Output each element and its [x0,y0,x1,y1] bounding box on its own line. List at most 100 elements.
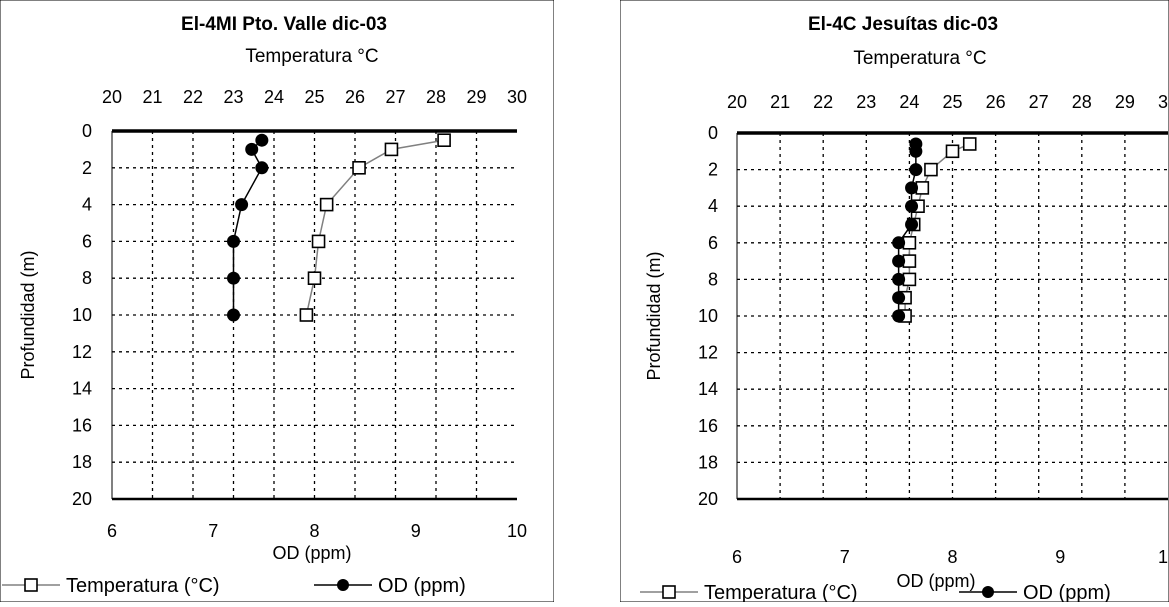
chart-2-y-tick-label: 14 [698,379,718,399]
chart-1-od-point [227,234,240,248]
chart-2-y-axis-label: Profundidad (m) [644,251,664,380]
chart-2-y-tick-label: 16 [698,416,718,436]
chart-2-temperature-point [902,272,917,287]
chart-1-top-tick-label: 25 [304,87,324,107]
chart-2-y-tick-label: 18 [698,452,718,472]
chart-1-temperature-point [384,142,399,157]
chart-2-bottom-tick-label: 9 [1055,547,1065,567]
chart-2-y-tick-label: 10 [698,306,718,326]
chart-1-title: El-4MI Pto. Valle dic-03 [181,14,387,35]
chart-2-od-point [905,181,919,195]
chart-1-top-axis-label: Temperatura °C [245,46,378,67]
chart-1-y-tick-label: 0 [82,121,92,141]
chart-1-top-tick-label: 29 [466,87,486,107]
chart-1-temperature-point [352,161,366,175]
chart-2-temperature-point [924,162,938,177]
legend-1-temperature-label: Temperatura (°C) [66,575,220,597]
chart-1-y-tick-label: 8 [82,268,92,288]
chart-1-frame [0,0,555,603]
chart-1-temperature-point [307,271,322,286]
chart-2-y-tick-label: 4 [708,196,718,216]
chart-2-y-tick-label: 6 [708,233,718,253]
chart-1-top-tick-label: 20 [102,87,122,107]
chart-1-top-tick-label: 24 [264,87,284,107]
chart-1: El-4MI Pto. Valle dic-03 Temperatura °C … [0,0,555,603]
chart-1-top-tick-label: 27 [385,87,405,107]
chart-2-top-tick-label: 25 [942,92,962,112]
chart-2-top-tick-label: 23 [856,92,876,112]
chart-1-y-axis-label: Profundidad (m) [18,250,38,379]
chart-2-od-point [909,163,923,177]
chart-1-od-point [227,271,240,285]
chart-2-top-tick-label: 22 [813,92,833,112]
chart-1-legend: Temperatura (°C) OD (ppm) [2,575,466,597]
chart-1-y-tick-label: 18 [72,452,92,472]
chart-2-temperature-point [962,137,977,151]
chart-panel-2: El-4C Jesuítas dic-03 Temperatura °C OD … [619,0,1169,604]
chart-2-od-point [905,199,919,213]
chart-1-y-tick-label: 20 [72,489,92,509]
chart-2-bottom-tick-label: 10 [1158,547,1169,567]
chart-2-top-tick-label: 27 [1029,92,1049,112]
chart-1-bottom-tick-label: 6 [107,521,117,541]
legend-1-od-marker [337,579,349,591]
chart-2-od-point [892,291,906,305]
chart-2-od-point [892,236,906,250]
chart-2-title: El-4C Jesuítas dic-03 [808,14,998,35]
chart-2-top-tick-label: 24 [899,92,919,112]
chart-1-temperature-point [299,308,314,322]
legend-2-od-label: OD (ppm) [1023,582,1111,602]
chart-2-bottom-tick-label: 8 [947,547,957,567]
chart-1-bottom-axis-label: OD (ppm) [272,543,351,563]
chart-2-od-point [892,272,906,286]
legend-1-od-label: OD (ppm) [378,575,466,597]
chart-2-top-tick-label: 21 [770,92,790,112]
legend-2-temperature-label: Temperatura (°C) [704,582,858,602]
chart-2-top-tick-label: 29 [1115,92,1135,112]
chart-2-bottom-tick-label: 6 [732,547,742,567]
chart-1-y-tick-label: 2 [82,158,92,178]
chart-2-top-tick-label: 28 [1072,92,1092,112]
legend-2-temperature-marker [662,585,676,599]
chart-1-y-tick-label: 16 [72,415,92,435]
chart-1-temperature-point [319,197,334,212]
chart-1-y-tick-label: 10 [72,305,92,325]
chart-1-top-tick-label: 21 [142,87,162,107]
chart-2-bottom-axis-label: OD (ppm) [896,571,975,591]
chart-2-y-tick-label: 8 [708,269,718,289]
chart-2-od-point [892,309,906,323]
chart-2-temperature-point [945,144,960,159]
chart-2-y-tick-label: 0 [708,123,718,143]
chart-1-y-tick-label: 14 [72,379,92,399]
chart-1-top-tick-label: 23 [223,87,243,107]
chart-1-od-point [227,308,240,322]
chart-1-od-point [245,142,259,156]
legend-2-od-marker [982,586,994,598]
chart-1-bottom-tick-label: 7 [208,521,218,541]
legend-1-temperature-marker [24,578,38,592]
chart-2-od-point [892,254,906,268]
chart-panel-1: El-4MI Pto. Valle dic-03 Temperatura °C … [0,0,555,603]
chart-1-top-tick-label: 26 [345,87,365,107]
chart-1-od-point [235,198,249,212]
chart-2-temperature-point [902,236,917,250]
chart-2-temperature-point [902,254,917,268]
chart-1-bottom-tick-label: 10 [507,521,527,541]
chart-2-bottom-tick-label: 7 [840,547,850,567]
chart-1-temperature-point [437,133,451,147]
chart-1-od-point [255,161,269,175]
chart-2-y-tick-label: 12 [698,343,718,363]
chart-1-top-tick-label: 30 [507,87,527,107]
chart-2-legend: Temperatura (°C) OD (ppm) [640,582,1111,604]
chart-2-top-tick-label: 30 [1158,92,1169,112]
chart-1-y-tick-label: 4 [82,195,92,215]
chart-2: El-4C Jesuítas dic-03 Temperatura °C OD … [619,0,1169,604]
chart-1-bottom-tick-label: 8 [309,521,319,541]
chart-1-temperature-point [311,234,326,249]
chart-1-y-tick-label: 6 [82,231,92,251]
chart-1-y-tick-label: 12 [72,342,92,362]
chart-2-y-tick-label: 20 [698,489,718,509]
chart-2-top-tick-label: 20 [727,92,747,112]
chart-2-od-point [905,218,919,231]
chart-1-plot: 20 21 22 23 24 25 26 27 28 29 306 7 8 9 10024681012141… [72,87,527,541]
